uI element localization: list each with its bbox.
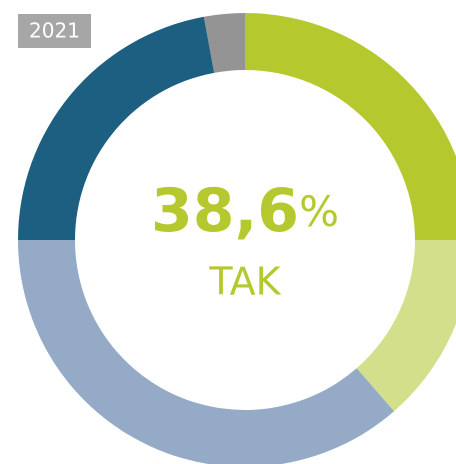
donut-segment bbox=[203, 13, 245, 73]
center-unit: % bbox=[299, 187, 339, 236]
donut-segment bbox=[356, 240, 456, 412]
year-badge-bg bbox=[18, 14, 91, 48]
center-number: 38,6 bbox=[151, 176, 299, 246]
donut bbox=[18, 13, 456, 464]
donut-segment bbox=[18, 240, 395, 464]
year-badge: 2021 bbox=[29, 19, 80, 43]
center-label: TAK bbox=[208, 260, 281, 304]
center-value: 38,6% bbox=[151, 176, 339, 246]
donut-segment bbox=[18, 16, 215, 241]
donut-segment bbox=[245, 13, 456, 240]
